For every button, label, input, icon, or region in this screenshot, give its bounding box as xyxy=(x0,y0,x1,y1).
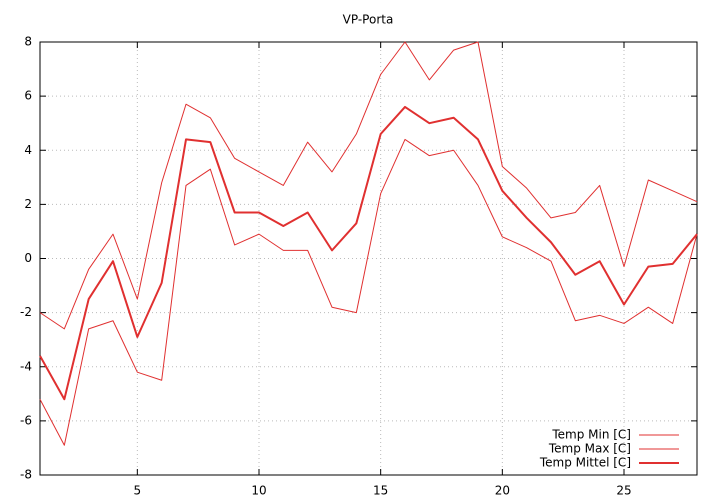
y-tick-label: -6 xyxy=(20,413,32,427)
x-tick-label: 25 xyxy=(616,484,631,498)
legend-label: Temp Min [C] xyxy=(551,428,631,442)
y-tick-label: -8 xyxy=(20,468,32,482)
y-tick-label: 6 xyxy=(24,89,32,103)
y-tick-label: -4 xyxy=(20,359,32,373)
series-line xyxy=(39,105,698,401)
x-tick-label: 15 xyxy=(373,484,388,498)
y-tick-label: 4 xyxy=(24,143,32,157)
series-line xyxy=(39,41,698,330)
legend-label: Temp Mittel [C] xyxy=(539,456,631,470)
y-tick-label: -2 xyxy=(20,305,32,319)
chart-title: VP-Porta xyxy=(343,13,394,27)
series-line xyxy=(39,138,698,446)
x-tick-label: 5 xyxy=(134,484,142,498)
y-tick-label: 2 xyxy=(24,197,32,211)
x-tick-label: 10 xyxy=(251,484,266,498)
legend-label: Temp Max [C] xyxy=(548,442,631,456)
y-tick-label: 0 xyxy=(24,251,32,265)
x-tick-label: 20 xyxy=(495,484,510,498)
y-tick-label: 8 xyxy=(24,35,32,49)
plot-border xyxy=(39,41,698,476)
